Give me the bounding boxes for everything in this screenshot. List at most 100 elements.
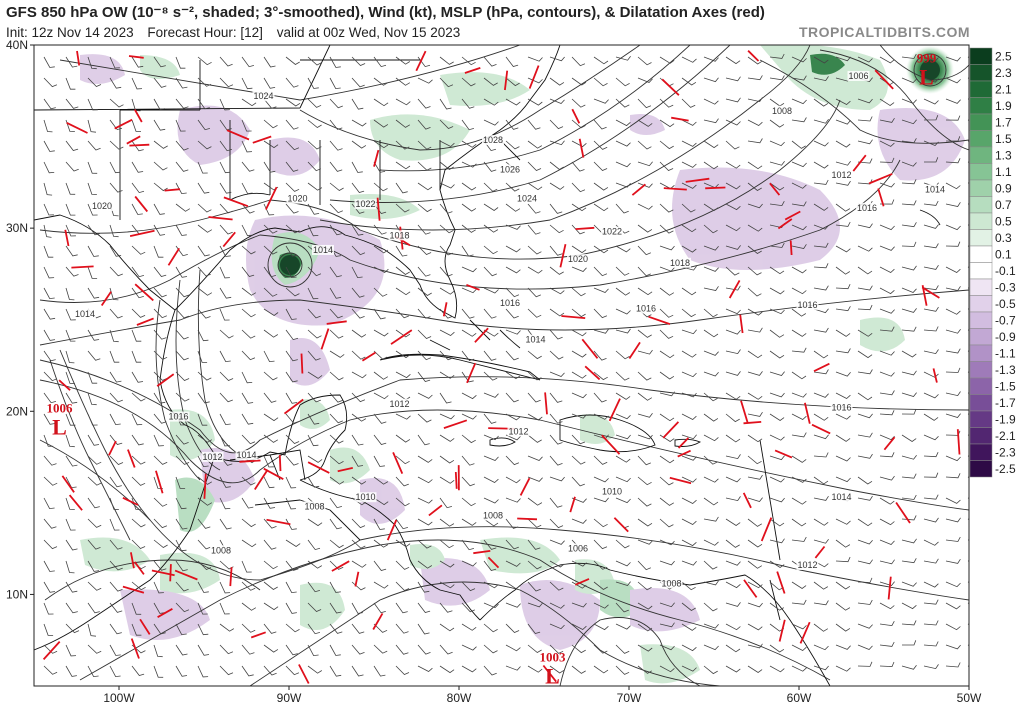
wind-barb bbox=[813, 203, 829, 211]
wind-barb bbox=[241, 287, 257, 296]
wind-barb bbox=[65, 266, 79, 277]
dilatation-axis bbox=[114, 118, 133, 130]
wind-barb bbox=[461, 203, 477, 212]
wind-barb bbox=[571, 308, 586, 318]
wind-barb bbox=[747, 392, 763, 400]
wind-barb bbox=[483, 581, 499, 589]
dilatation-axis bbox=[742, 492, 752, 509]
wind-barb bbox=[901, 454, 917, 460]
isobar-label: 1018 bbox=[389, 230, 409, 240]
wind-barb bbox=[637, 560, 651, 571]
wind-barb bbox=[769, 371, 785, 376]
wind-barb bbox=[307, 329, 322, 339]
wind-barb bbox=[945, 497, 961, 504]
wind-barb bbox=[329, 308, 343, 319]
dilatation-axes bbox=[42, 50, 961, 684]
lon-tick-label: 50W bbox=[957, 691, 982, 705]
wind-barb bbox=[835, 644, 851, 650]
wind-barb bbox=[769, 476, 785, 483]
wind-barb bbox=[593, 644, 608, 654]
wind-barb bbox=[307, 266, 322, 277]
wind-barb bbox=[659, 308, 674, 318]
wind-barb bbox=[725, 539, 740, 548]
wind-barb bbox=[879, 539, 895, 545]
wind-barb bbox=[219, 77, 234, 88]
wind-barb bbox=[329, 560, 344, 570]
wind-barb bbox=[65, 224, 76, 237]
wind-barb bbox=[329, 602, 342, 614]
wind-barb bbox=[615, 560, 631, 567]
wind-barb bbox=[813, 495, 829, 501]
wind-barb bbox=[285, 140, 300, 151]
wind-barbs bbox=[43, 53, 969, 678]
colorbar-label: 1.7 bbox=[995, 115, 1012, 129]
wind-barb bbox=[329, 287, 342, 299]
dilatation-axis bbox=[392, 452, 404, 474]
wind-barb bbox=[857, 98, 873, 104]
wind-barb bbox=[395, 98, 411, 106]
wind-barb bbox=[593, 602, 609, 609]
wind-barb bbox=[351, 539, 366, 549]
wind-barb bbox=[725, 602, 741, 607]
wind-barb bbox=[747, 308, 763, 316]
wind-barb bbox=[835, 581, 851, 590]
wind-barb bbox=[747, 581, 763, 589]
wind-barb bbox=[417, 308, 431, 319]
wind-barb bbox=[857, 158, 873, 164]
wind-barb bbox=[43, 497, 55, 510]
wind-barb bbox=[637, 623, 653, 632]
wind-barb bbox=[659, 391, 675, 397]
dilatation-axis bbox=[376, 197, 381, 221]
dilatation-axis bbox=[474, 327, 489, 343]
wind-barb bbox=[527, 644, 542, 653]
forecast-hour: Forecast Hour: [12] bbox=[147, 25, 263, 40]
wind-barb bbox=[857, 539, 873, 545]
wind-barb bbox=[945, 286, 961, 291]
wind-barb bbox=[175, 434, 189, 445]
wind-barb bbox=[879, 326, 895, 332]
wind-barb bbox=[923, 434, 939, 441]
wind-barb bbox=[395, 308, 409, 319]
dilatation-axis bbox=[331, 560, 350, 572]
wind-barb bbox=[307, 539, 321, 551]
dilatation-axis bbox=[134, 283, 154, 302]
wind-barb bbox=[681, 665, 697, 672]
wind-barb bbox=[549, 245, 563, 256]
wind-barb bbox=[571, 56, 586, 67]
wind-barb bbox=[879, 245, 895, 251]
wind-barb bbox=[549, 665, 565, 674]
colorbar-label: -0.7 bbox=[995, 313, 1016, 327]
wind-barb bbox=[637, 455, 651, 466]
dilatation-axis bbox=[883, 436, 896, 451]
wind-barb bbox=[813, 623, 829, 632]
dilatation-axis bbox=[108, 440, 117, 456]
dilatation-axis bbox=[58, 379, 71, 391]
dilatation-axis bbox=[542, 664, 557, 683]
wind-barb bbox=[637, 77, 653, 83]
wind-barb bbox=[703, 434, 719, 442]
dilatation-axis bbox=[222, 231, 236, 248]
wind-barb bbox=[43, 287, 55, 300]
wind-barb bbox=[835, 556, 851, 563]
wind-barb bbox=[263, 455, 274, 468]
wind-barb bbox=[461, 119, 475, 131]
wind-barb bbox=[109, 329, 119, 343]
wind-barb bbox=[131, 665, 145, 676]
wind-barb bbox=[505, 308, 519, 319]
wind-barb bbox=[43, 308, 56, 320]
wind-barb bbox=[109, 140, 124, 150]
wind-barb bbox=[615, 161, 631, 168]
wind-barb bbox=[329, 581, 341, 593]
dilatation-axis bbox=[747, 50, 760, 62]
wind-barb bbox=[241, 623, 256, 633]
wind-barb bbox=[791, 476, 807, 483]
wind-barb bbox=[747, 245, 762, 254]
wind-barb bbox=[329, 539, 344, 549]
wind-barb bbox=[681, 224, 697, 233]
lat-tick-label: 10N bbox=[6, 587, 28, 601]
wind-barb bbox=[219, 476, 231, 488]
wind-barb bbox=[505, 413, 521, 421]
wind-barb bbox=[659, 56, 675, 64]
wind-barb bbox=[197, 455, 209, 468]
wind-barb bbox=[131, 329, 142, 342]
